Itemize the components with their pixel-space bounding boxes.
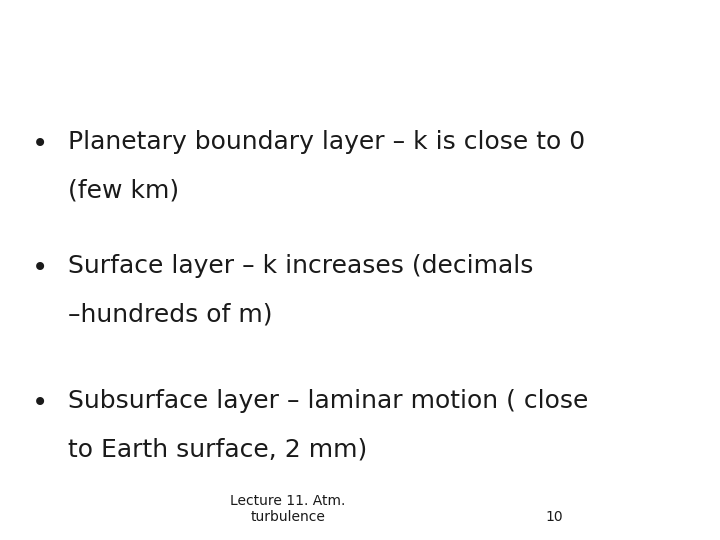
Text: –hundreds of m): –hundreds of m) [68,302,273,326]
Text: •: • [32,254,48,282]
Text: Lecture 11. Atm.
turbulence: Lecture 11. Atm. turbulence [230,494,346,524]
Text: •: • [32,130,48,158]
Text: (few km): (few km) [68,178,179,202]
Text: to Earth surface, 2 mm): to Earth surface, 2 mm) [68,437,368,461]
Text: 10: 10 [546,510,563,524]
Text: Subsurface layer – laminar motion ( close: Subsurface layer – laminar motion ( clos… [68,389,589,413]
Text: •: • [32,389,48,417]
Text: Surface layer – k increases (decimals: Surface layer – k increases (decimals [68,254,534,278]
Text: Planetary boundary layer – k is close to 0: Planetary boundary layer – k is close to… [68,130,585,153]
